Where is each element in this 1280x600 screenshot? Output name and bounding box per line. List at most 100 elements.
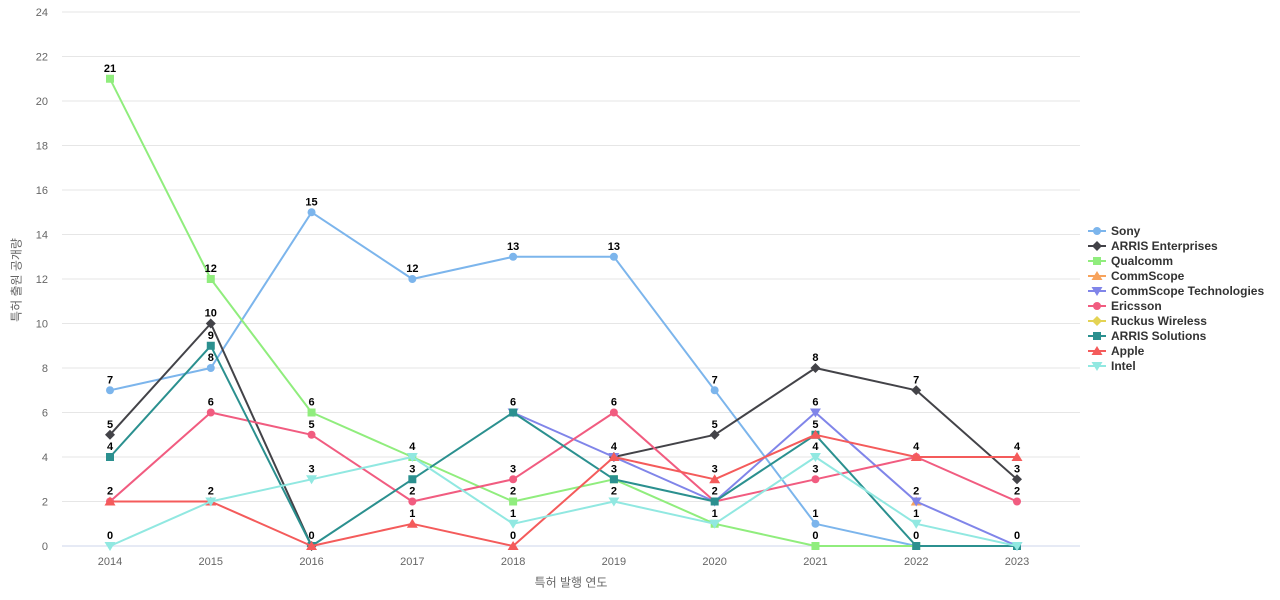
series-commscope-technologies-point[interactable]: [809, 408, 821, 418]
series-intel-point[interactable]: [910, 519, 922, 529]
legend-item-intel[interactable]: Intel: [1088, 358, 1264, 373]
legend-item-commscope-technologies[interactable]: CommScope Technologies: [1088, 283, 1264, 298]
series-intel-point[interactable]: [205, 497, 217, 507]
data-label: 2: [107, 486, 113, 498]
series-sony-point[interactable]: [307, 208, 316, 217]
series-apple-point[interactable]: [1011, 452, 1023, 461]
legend-marker-shape: [1091, 270, 1103, 280]
legend-item-apple[interactable]: Apple: [1088, 343, 1264, 358]
legend-item-arris-enterprises[interactable]: ARRIS Enterprises: [1088, 238, 1264, 253]
series-apple-point[interactable]: [507, 541, 519, 550]
data-label: 3: [611, 463, 617, 475]
series-sony-point[interactable]: [509, 252, 518, 261]
legend-item-ruckus-wireless[interactable]: Ruckus Wireless: [1088, 313, 1264, 328]
series-apple-point[interactable]: [306, 541, 318, 550]
series-commscope-technologies-point[interactable]: [910, 497, 922, 507]
data-label: 13: [608, 241, 620, 253]
series-sony-point[interactable]: [609, 252, 618, 261]
series-arris-solutions-point[interactable]: [509, 408, 518, 417]
series-arris-enterprises-point[interactable]: [709, 429, 720, 440]
series-qualcomm-point[interactable]: [106, 74, 114, 83]
series-ericsson-point[interactable]: [307, 430, 316, 439]
series-intel-point[interactable]: [608, 497, 620, 507]
series-sony-point[interactable]: [408, 275, 417, 283]
series-ericsson-point[interactable]: [206, 408, 215, 417]
series-intel-point[interactable]: [406, 453, 418, 462]
series-qualcomm-point[interactable]: [307, 408, 316, 417]
data-label: 3: [510, 463, 516, 475]
series-ericsson-point[interactable]: [811, 475, 820, 484]
series-arris-solutions-point[interactable]: [710, 497, 719, 506]
series-arris-solutions-point[interactable]: [106, 453, 114, 461]
series-qualcomm-point[interactable]: [509, 497, 518, 506]
series-ericsson-point[interactable]: [1013, 497, 1021, 506]
series-apple-point[interactable]: [406, 518, 418, 528]
series-arris-enterprises-point[interactable]: [810, 363, 821, 373]
series-apple-point[interactable]: [809, 429, 821, 439]
y-tick-label: 18: [36, 141, 48, 153]
legend-item-ericsson[interactable]: Ericsson: [1088, 298, 1264, 313]
series-arris-solutions-point[interactable]: [206, 341, 215, 350]
series-ericsson-point[interactable]: [408, 497, 417, 506]
series-arris-solutions-point[interactable]: [609, 475, 618, 484]
legend-item-sony[interactable]: Sony: [1088, 223, 1264, 238]
legend-item-arris-solutions[interactable]: ARRIS Solutions: [1088, 328, 1264, 343]
data-label: 7: [913, 374, 919, 386]
series-sony-point[interactable]: [206, 364, 215, 372]
series-sony-point[interactable]: [106, 386, 114, 395]
series-apple-line: [109, 433, 1018, 547]
y-tick-label: 10: [36, 319, 48, 331]
data-label: 0: [510, 530, 516, 542]
legend-marker-icon: [1088, 315, 1106, 326]
data-label: 2: [913, 486, 919, 498]
y-axis-title: 특허 출원 공개량: [9, 238, 24, 322]
series-qualcomm-point[interactable]: [206, 275, 215, 283]
series-apple-point[interactable]: [709, 474, 721, 484]
legend-item-commscope[interactable]: CommScope: [1088, 268, 1264, 283]
data-label: 6: [611, 397, 617, 409]
data-label: 0: [1014, 530, 1020, 542]
legend-item-label: CommScope: [1111, 268, 1185, 283]
series-arris-solutions-point[interactable]: [912, 542, 921, 550]
series-intel-point[interactable]: [1011, 542, 1023, 551]
legend-marker-shape: [1091, 361, 1103, 371]
series-apple-point[interactable]: [910, 452, 922, 461]
data-label: 8: [812, 352, 818, 364]
data-label: 4: [812, 441, 819, 453]
series-intel-point[interactable]: [104, 542, 116, 551]
series-arris-enterprises-point[interactable]: [911, 385, 922, 396]
legend-marker-shape: [1093, 331, 1101, 340]
series-apple-point[interactable]: [608, 452, 620, 461]
series-apple-point[interactable]: [104, 496, 116, 506]
data-label: 2: [510, 486, 516, 498]
series-arris-solutions: [106, 341, 1021, 550]
y-tick-label: 16: [36, 185, 48, 197]
series-intel-point[interactable]: [809, 453, 821, 462]
data-label: 4: [611, 441, 618, 453]
series-arris-enterprises-point[interactable]: [205, 318, 216, 329]
data-label: 5: [107, 419, 113, 431]
data-label: 4: [913, 441, 920, 453]
series-qualcomm: [106, 74, 1021, 550]
legend-marker-icon: [1088, 256, 1106, 265]
series-arris-solutions-point[interactable]: [408, 475, 417, 484]
legend-item-qualcomm[interactable]: Qualcomm: [1088, 253, 1264, 268]
legend: Sony ARRIS Enterprises Qualcomm CommScope Co…: [1088, 223, 1264, 373]
series-ericsson-point[interactable]: [609, 408, 618, 417]
series-sony-point[interactable]: [811, 519, 820, 528]
series-sony-point[interactable]: [710, 386, 719, 395]
legend-marker-icon: [1088, 301, 1106, 310]
series-arris-enterprises-point[interactable]: [1012, 474, 1022, 485]
legend-marker-icon: [1088, 286, 1106, 296]
data-label: 6: [208, 397, 214, 409]
data-label: 3: [812, 463, 818, 475]
series-intel-point[interactable]: [306, 475, 318, 485]
series-ericsson-point[interactable]: [509, 475, 518, 484]
series-qualcomm-point[interactable]: [811, 542, 820, 550]
series-intel-point[interactable]: [507, 519, 519, 529]
legend-item-label: Sony: [1111, 223, 1141, 238]
series-intel-point[interactable]: [709, 519, 721, 529]
series-arris-enterprises-point[interactable]: [105, 429, 115, 440]
y-tick-label: 2: [42, 497, 48, 509]
